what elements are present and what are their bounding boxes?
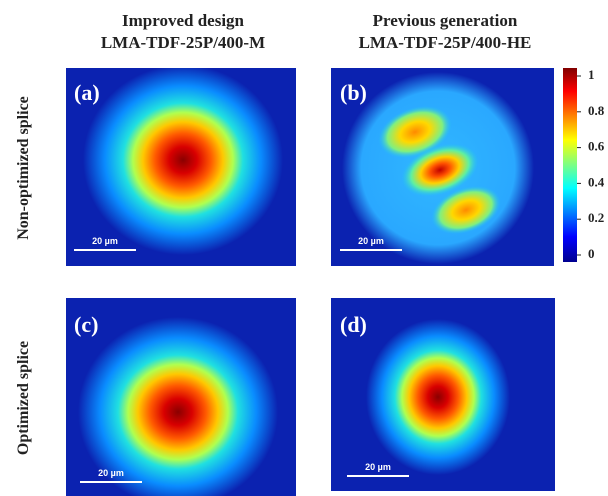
column-subtitle: LMA-TDF-25P/400-M bbox=[101, 33, 265, 52]
panel-image bbox=[331, 298, 555, 491]
column-title: Previous generation bbox=[373, 11, 518, 30]
panel-image bbox=[66, 298, 296, 496]
column-title: Improved design bbox=[122, 11, 245, 30]
colorbar-tick-label: 0.2 bbox=[588, 210, 604, 225]
panel-label: (c) bbox=[74, 312, 98, 337]
colorbar bbox=[563, 68, 577, 262]
scale-bar-label: 20 µm bbox=[92, 236, 118, 246]
colorbar-tick-label: 1 bbox=[588, 67, 595, 82]
colorbar-tick-label: 0.4 bbox=[588, 174, 605, 189]
row-label: Optimized splice bbox=[15, 341, 32, 455]
scale-bar-label: 20 µm bbox=[365, 462, 391, 472]
colorbar-tick-label: 0.8 bbox=[588, 103, 605, 118]
panel-label: (a) bbox=[74, 80, 100, 105]
column-subtitle: LMA-TDF-25P/400-HE bbox=[359, 33, 532, 52]
panel-image bbox=[331, 68, 554, 266]
scale-bar-label: 20 µm bbox=[98, 468, 124, 478]
colorbar-tick-label: 0 bbox=[588, 246, 595, 261]
panel-label: (b) bbox=[340, 80, 367, 105]
panel-label: (d) bbox=[340, 312, 367, 337]
colorbar-tick-label: 0.6 bbox=[588, 139, 605, 154]
panel-image bbox=[66, 68, 296, 266]
row-label: Non-optimized splice bbox=[15, 96, 32, 240]
scale-bar-label: 20 µm bbox=[358, 236, 384, 246]
